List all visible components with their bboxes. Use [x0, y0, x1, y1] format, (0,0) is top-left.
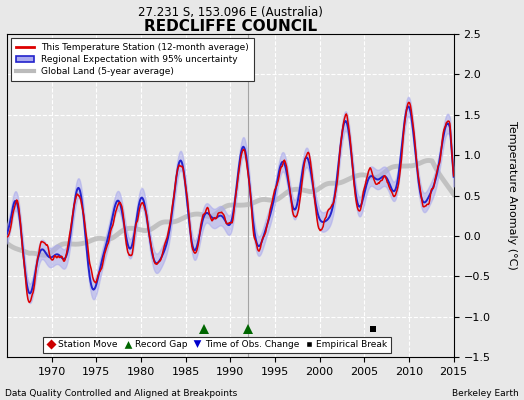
- Text: 27.231 S, 153.096 E (Australia): 27.231 S, 153.096 E (Australia): [138, 6, 323, 19]
- Title: REDCLIFFE COUNCIL: REDCLIFFE COUNCIL: [144, 19, 317, 34]
- Y-axis label: Temperature Anomaly (°C): Temperature Anomaly (°C): [507, 121, 517, 270]
- Legend: Station Move, Record Gap, Time of Obs. Change, Empirical Break: Station Move, Record Gap, Time of Obs. C…: [43, 336, 391, 353]
- Text: Berkeley Earth: Berkeley Earth: [452, 389, 519, 398]
- Text: Data Quality Controlled and Aligned at Breakpoints: Data Quality Controlled and Aligned at B…: [5, 389, 237, 398]
